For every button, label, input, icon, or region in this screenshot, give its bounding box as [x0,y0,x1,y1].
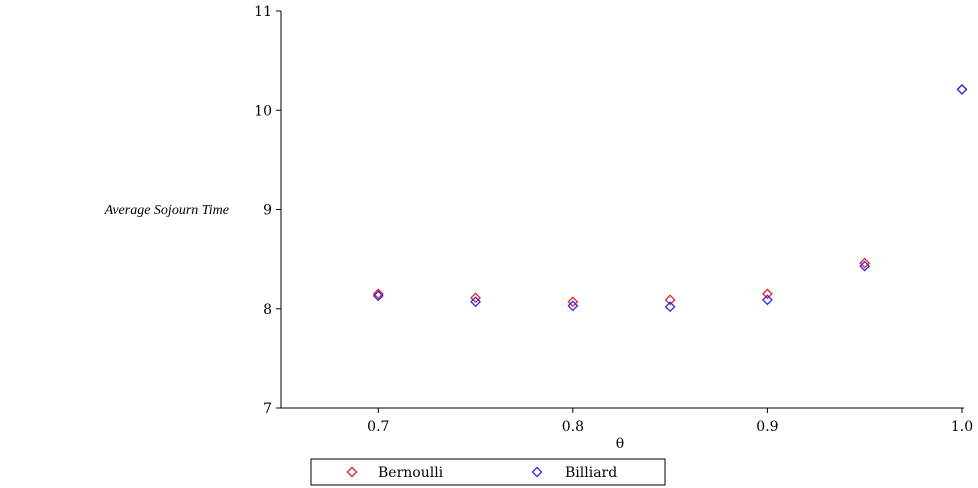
legend-box [310,458,666,486]
x-tick-label: 1.0 [951,419,973,435]
billiard-point [956,83,968,95]
bernoulli-point [470,292,481,304]
data-points [372,83,968,313]
billiard-point [859,260,871,272]
bernoulli-point [664,294,676,306]
y-tick-label: 7 [263,401,272,417]
billiard-point [567,300,579,312]
x-tick-label: 0.8 [562,419,584,435]
billiard-point [372,290,384,302]
legend: Bernoulli Billiard [310,458,666,486]
bernoulli-point [762,288,773,300]
y-tick-label: 8 [263,302,272,318]
y-tick-label: 11 [254,4,272,20]
y-tick-label: 10 [254,103,272,119]
x-axis-label: θ [616,436,624,452]
billiard-point [762,294,773,306]
bernoulli-point [956,83,968,95]
x-tick-label: 0.7 [367,419,389,435]
y-ticks: 7 8 9 10 11 [254,4,281,417]
legend-marker-bernoulli [346,466,358,478]
y-axis-label: Average Sojourn Time [104,203,229,218]
billiard-point [664,301,676,313]
x-tick-label: 0.9 [756,419,778,435]
bernoulli-point [859,257,871,269]
billiard-point [470,296,481,308]
x-ticks: 0.7 0.8 0.9 1.0 [367,408,973,435]
bernoulli-point [372,288,384,300]
bernoulli-point [567,296,579,308]
legend-label-billiard: Billiard [565,465,617,481]
axes [280,11,964,409]
legend-label-bernoulli: Bernoulli [378,465,444,481]
legend-marker-billiard [531,466,543,478]
y-tick-label: 9 [263,203,272,219]
